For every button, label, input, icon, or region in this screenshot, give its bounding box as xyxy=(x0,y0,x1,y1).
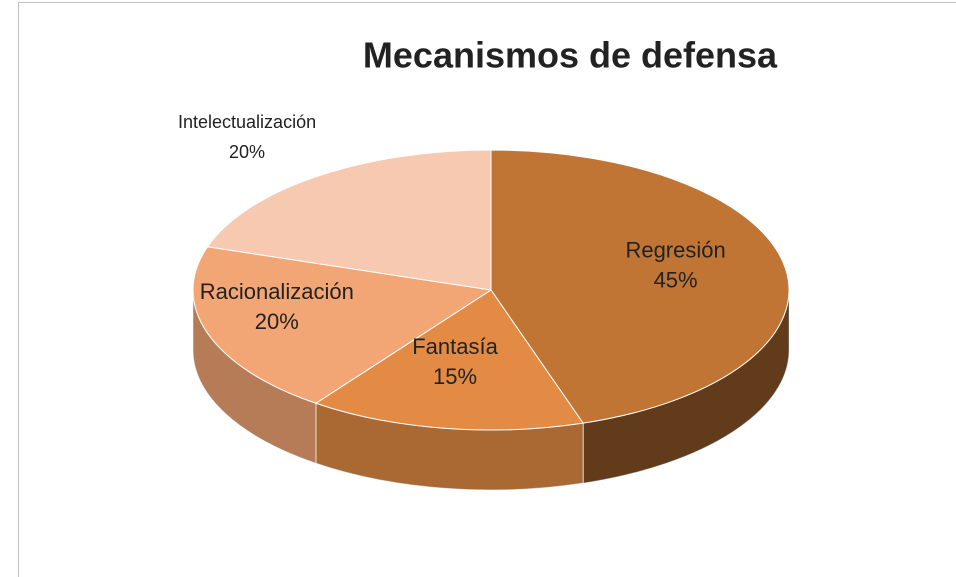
slice-value-label: 15% xyxy=(433,364,477,389)
side-shade xyxy=(193,290,316,464)
slice-label: Racionalización xyxy=(200,279,354,304)
slice-value-label: 20% xyxy=(229,142,265,162)
pie-slice xyxy=(206,149,492,291)
slice-value-label: 20% xyxy=(255,309,299,334)
slice-label: Regresión xyxy=(625,238,725,263)
slice-label: Fantasía xyxy=(412,334,498,359)
side-shade xyxy=(583,290,789,484)
side-shade xyxy=(315,403,584,490)
pie-slice xyxy=(192,246,493,404)
chart-title: Mecanismos de defensa xyxy=(363,35,778,76)
slice-value-label: 45% xyxy=(654,268,698,293)
pie: Regresión 45% Fantasía 15% Racionalización 20… xyxy=(178,112,790,491)
slice-label: Intelectualización xyxy=(178,112,316,132)
pie-slice xyxy=(490,149,790,424)
pie-slice xyxy=(314,289,584,431)
